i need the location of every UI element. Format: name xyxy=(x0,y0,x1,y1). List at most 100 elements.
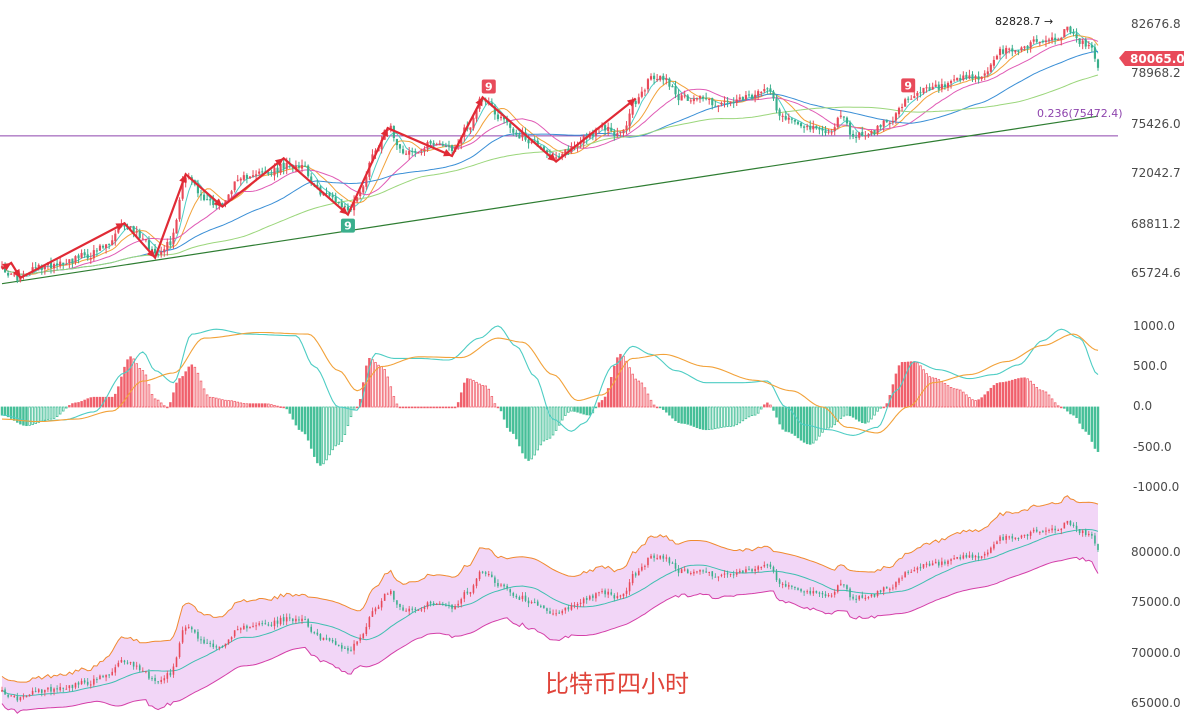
boll-tick-label: 80000.0 xyxy=(1131,545,1181,559)
candle-body xyxy=(3,265,7,273)
candle-body xyxy=(1032,39,1035,42)
macd-histogram-bar xyxy=(169,402,172,408)
ma-line-ma60 xyxy=(1,50,1099,275)
candle-body xyxy=(417,152,420,154)
macd-histogram-bar xyxy=(671,406,674,419)
candle-body xyxy=(16,275,19,281)
candle-body xyxy=(297,165,301,168)
macd-histogram-bar xyxy=(1075,406,1078,419)
macd-histogram-bar xyxy=(570,406,573,412)
candle-body xyxy=(674,86,677,95)
candle-body xyxy=(848,122,852,135)
macd-histogram-bar xyxy=(420,406,423,409)
macd-histogram-bar xyxy=(554,406,558,431)
macd-histogram-bar xyxy=(992,385,996,408)
candle-body xyxy=(255,174,258,176)
macd-histogram-bar xyxy=(658,406,662,409)
candle-body xyxy=(796,121,800,125)
candle-body xyxy=(7,272,10,276)
candle-body xyxy=(493,106,496,115)
candle-body xyxy=(812,125,815,130)
macd-histogram-bar xyxy=(34,406,37,424)
zigzag-arrowhead xyxy=(339,206,348,215)
candle-body xyxy=(692,98,695,102)
candle-body xyxy=(931,86,934,90)
candle-body xyxy=(861,131,864,136)
bollinger-band-fill xyxy=(2,495,1098,714)
candle-body xyxy=(74,256,77,263)
macd-histogram-bar xyxy=(190,364,194,408)
macd-histogram-bar xyxy=(264,403,267,408)
macd-histogram-bar xyxy=(958,389,962,408)
macd-histogram-bar xyxy=(512,406,515,434)
zigzag-arrowhead xyxy=(626,98,636,107)
candle-body xyxy=(1069,26,1072,33)
candle-body xyxy=(763,89,766,92)
macd-histogram-bar xyxy=(144,374,148,408)
macd-histogram-bar xyxy=(668,406,671,416)
candle-body xyxy=(1005,48,1008,54)
macd-histogram-bar xyxy=(187,366,190,408)
candle-body xyxy=(1035,39,1038,42)
candle-body xyxy=(196,183,200,194)
macd-histogram-bar xyxy=(138,367,142,408)
candle-body xyxy=(469,127,472,130)
macd-histogram-bar xyxy=(1023,377,1026,408)
candle-body xyxy=(649,76,653,80)
td-badge-box xyxy=(340,218,355,233)
macd-histogram-bar xyxy=(551,406,555,436)
macd-histogram-bar xyxy=(178,378,181,408)
macd-histogram-bar xyxy=(459,392,463,408)
candlesticks xyxy=(0,25,1100,284)
candle-body xyxy=(496,114,500,120)
macd-histogram-bar xyxy=(1041,390,1045,408)
candle-body xyxy=(555,157,558,159)
macd-histogram-bar xyxy=(6,406,10,418)
macd-histogram-bar xyxy=(937,379,941,408)
macd-histogram-bar xyxy=(646,393,650,408)
price-tick-label: 82676.8 xyxy=(1131,17,1181,31)
macd-histogram-bar xyxy=(1020,377,1023,408)
candle-body xyxy=(600,126,604,128)
candle-body xyxy=(316,184,319,188)
candle-body xyxy=(123,224,126,227)
macd-histogram-bar xyxy=(1087,406,1091,435)
macd-histogram-bar xyxy=(126,359,129,408)
macd-histogram-bar xyxy=(857,406,861,422)
candle-body xyxy=(242,175,245,180)
candle-body xyxy=(790,118,793,120)
macd-histogram-bar xyxy=(257,403,261,408)
macd-histogram-bar xyxy=(732,406,735,427)
macd-histogram-bar xyxy=(319,406,322,466)
candle-body xyxy=(689,100,692,102)
macd-histogram-bar xyxy=(726,406,729,427)
macd-histogram-bar xyxy=(1056,405,1060,408)
macd-histogram-bar xyxy=(316,406,319,464)
macd-histogram-bar xyxy=(680,406,683,424)
td-badge-box xyxy=(481,79,496,94)
candle-body xyxy=(270,173,273,175)
candle-body xyxy=(680,95,683,101)
macd-histogram-bar xyxy=(294,406,298,426)
candle-body xyxy=(738,97,741,100)
candle-body xyxy=(717,105,720,107)
macd-histogram-bar xyxy=(955,388,959,408)
candle-body xyxy=(86,254,89,259)
candle-body xyxy=(411,150,414,152)
candle-body xyxy=(135,231,138,233)
macd-histogram-bar xyxy=(153,398,157,408)
macd-histogram-bar xyxy=(830,406,833,428)
candle-body xyxy=(108,243,111,245)
macd-histogram-bar xyxy=(683,406,686,424)
macd-histogram-bar xyxy=(649,399,653,408)
candle-body xyxy=(147,240,151,250)
candle-body xyxy=(230,191,233,195)
candle-body xyxy=(744,95,748,100)
high-annotation: 82828.7 → xyxy=(995,15,1053,28)
zigzag-arrowheads xyxy=(2,97,636,278)
macd-histogram-bar xyxy=(475,381,478,408)
candle-body xyxy=(1044,40,1048,42)
candle-body xyxy=(708,99,711,101)
candle-body xyxy=(904,99,907,107)
macd-histogram-bar xyxy=(1035,387,1039,408)
